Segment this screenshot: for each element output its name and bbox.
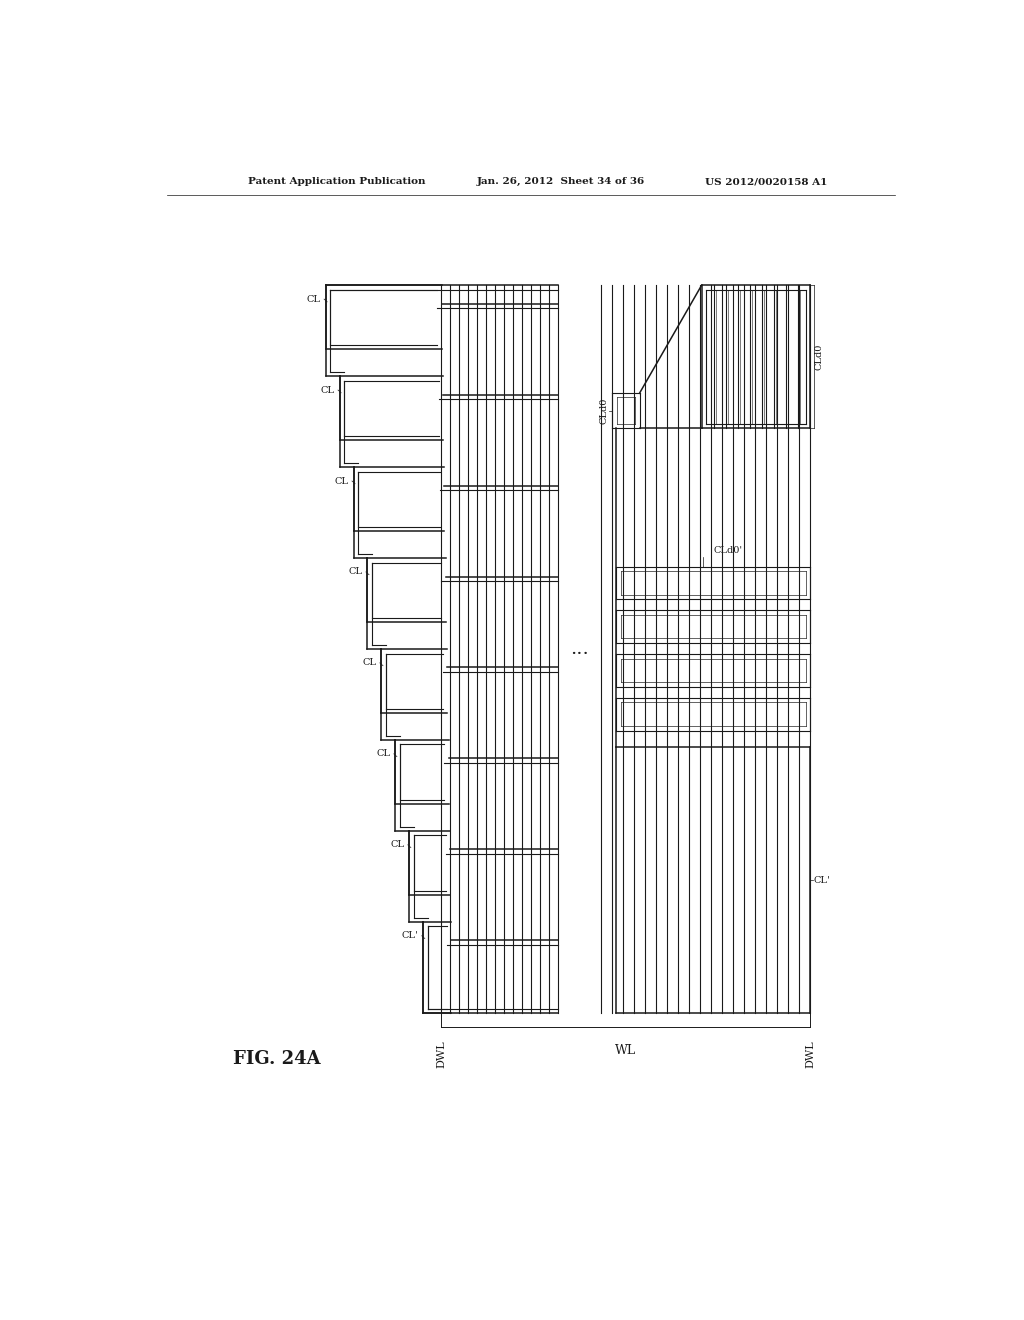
Text: CL: CL bbox=[362, 659, 377, 668]
Text: DWL: DWL bbox=[436, 1040, 446, 1068]
Text: US 2012/0020158 A1: US 2012/0020158 A1 bbox=[706, 177, 827, 186]
Text: CL: CL bbox=[335, 477, 349, 486]
Text: CL: CL bbox=[321, 385, 335, 395]
Text: FIG. 24A: FIG. 24A bbox=[232, 1051, 321, 1068]
Text: CL: CL bbox=[349, 568, 362, 577]
Text: CL: CL bbox=[377, 750, 391, 759]
Text: CL': CL' bbox=[401, 932, 419, 940]
Text: DWL: DWL bbox=[805, 1040, 815, 1068]
Text: CLd0': CLd0' bbox=[713, 546, 742, 554]
Text: ...: ... bbox=[570, 640, 589, 659]
Text: CLd0: CLd0 bbox=[815, 343, 823, 370]
Text: WL: WL bbox=[615, 1044, 636, 1057]
Text: Patent Application Publication: Patent Application Publication bbox=[248, 177, 426, 186]
Text: Jan. 26, 2012  Sheet 34 of 36: Jan. 26, 2012 Sheet 34 of 36 bbox=[477, 177, 645, 186]
Text: CLd0: CLd0 bbox=[599, 397, 608, 424]
Text: CL: CL bbox=[391, 841, 404, 849]
Text: CL: CL bbox=[307, 294, 321, 304]
Text: CL': CL' bbox=[814, 875, 830, 884]
